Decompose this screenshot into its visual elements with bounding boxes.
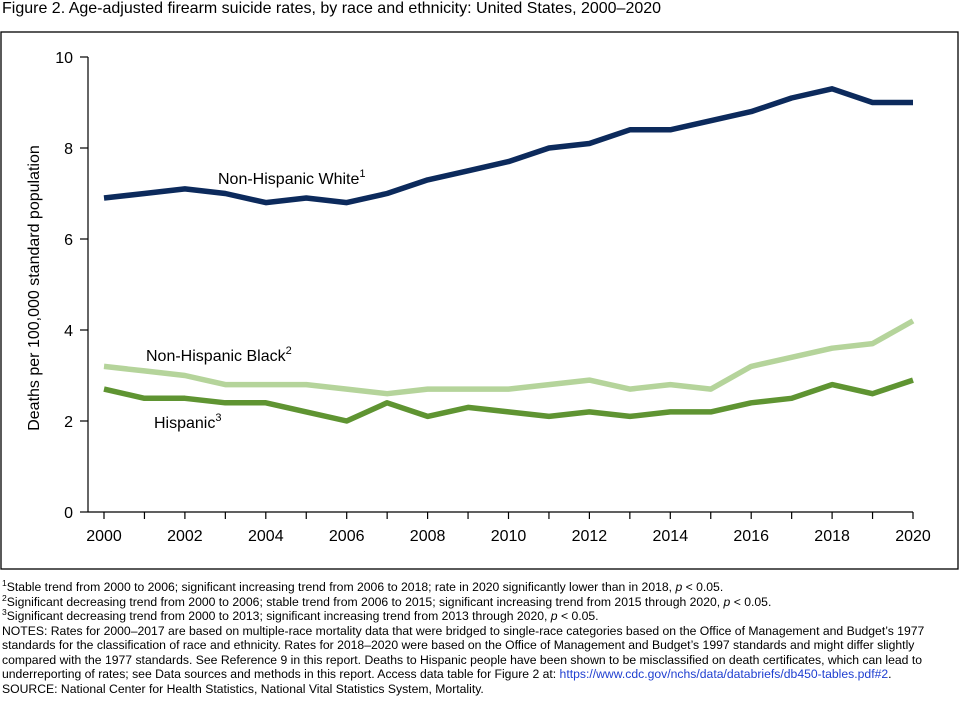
y-axis-label: Deaths per 100,000 standard population — [26, 145, 43, 431]
x-tick-label: 2020 — [895, 528, 931, 545]
source-line: SOURCE: National Center for Health Stati… — [2, 681, 484, 696]
x-tick-label: 2016 — [733, 528, 769, 545]
notes-paragraph: NOTES: Rates for 2000–2017 are based on … — [2, 623, 925, 682]
series-lines — [103, 86, 915, 424]
series-line-3 — [103, 377, 914, 424]
x-tick-label: 2014 — [653, 528, 689, 545]
y-tick-label: 10 — [55, 50, 73, 67]
figure-notes: 1Stable trend from 2000 to 2006; signifi… — [2, 577, 957, 696]
figure-title: Figure 2. Age-adjusted firearm suicide r… — [2, 0, 662, 17]
x-tick-label: 2008 — [410, 528, 446, 545]
line-chart: 0 2 4 6 8 10 2000 2002 2004 2006 2008 2010 2012 2014 2… — [0, 31, 959, 570]
x-tick-label: 2006 — [329, 528, 365, 545]
y-tick-label: 2 — [64, 414, 73, 431]
x-tick-label: 2018 — [814, 528, 850, 545]
series-label-3: Hispanic3 — [154, 412, 221, 432]
x-tick-label: 2004 — [248, 528, 284, 545]
y-tick-label: 4 — [64, 323, 73, 340]
series-labels: Non-Hispanic White1 Non-Hispanic Black2 Hi… — [146, 168, 366, 432]
footnote-2: 2Significant decreasing trend from 2000 … — [2, 592, 772, 609]
x-tick-label: 2012 — [572, 528, 608, 545]
series-label-1: Non-Hispanic White1 — [218, 168, 366, 188]
series-line-2 — [103, 318, 915, 397]
series-line-1 — [103, 86, 913, 206]
y-tick-label: 0 — [64, 505, 73, 522]
y-tick-label: 8 — [64, 141, 73, 158]
footnote-3: 3Significant decreasing trend from 2000 … — [2, 606, 599, 623]
footnote-1: 1Stable trend from 2000 to 2006; signifi… — [2, 577, 724, 594]
plot-frame — [0, 31, 959, 570]
x-tick-label: 2000 — [86, 528, 122, 545]
data-table-link[interactable]: https://www.cdc.gov/nchs/data/databriefs… — [559, 667, 889, 681]
chart-axes: 0 2 4 6 8 10 2000 2002 2004 2006 2008 2010 2012 2014 2… — [55, 50, 931, 545]
x-tick-label: 2002 — [167, 528, 203, 545]
x-tick-label: 2010 — [491, 528, 527, 545]
y-tick-label: 6 — [64, 232, 73, 249]
series-label-2: Non-Hispanic Black2 — [146, 345, 292, 365]
